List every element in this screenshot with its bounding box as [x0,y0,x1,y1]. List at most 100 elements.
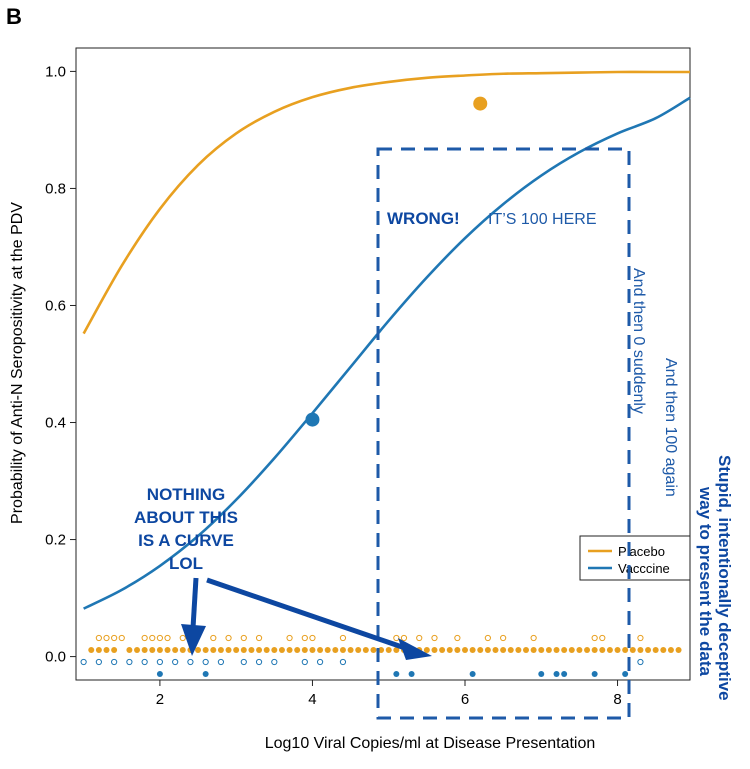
placebo-filled-point [568,647,575,653]
placebo-open-point [301,634,308,642]
placebo-filled-point [309,647,316,653]
vaccine-filled-point [469,671,476,677]
vaccine-filled-point [408,671,415,677]
placebo-filled-point [195,647,202,653]
vaccine-open-point [141,658,148,666]
placebo-open-point [454,634,461,642]
placebo-open-point [141,634,148,642]
placebo-filled-point [317,647,324,653]
vaccine-open-point [339,658,347,666]
placebo-filled-point [324,647,331,653]
placebo-filled-point [370,647,377,653]
placebo-open-point [118,634,125,642]
placebo-open-point [111,634,118,642]
vaccine-open-point [255,658,263,666]
placebo-filled-point [256,647,263,653]
placebo-open-point [156,634,164,642]
placebo-open-point [400,634,408,642]
vaccine-filled-point [538,671,545,677]
annotation-stupid: Stupid, intentionally deceptive way to p… [696,455,734,701]
placebo-filled-point [225,647,232,653]
placebo-filled-point [675,647,682,653]
fitted-curves [82,70,691,610]
arrow-down-head [181,624,206,656]
placebo-filled-point [599,647,606,653]
placebo-filled-point [149,647,156,653]
legend-vaccine-label: Vacccine [618,561,670,576]
placebo-summary-point [473,96,488,111]
vaccine-filled-point [553,671,560,677]
annotation-wrong: WRONG! [387,209,460,228]
vaccine-open-point [637,658,644,666]
placebo-open-point [309,634,316,642]
vaccine-open-point [111,658,118,666]
x-tick-label: 4 [308,691,316,708]
vaccine-open-point [172,658,179,666]
arrow-right-shaft [206,577,406,651]
legend: Placebo Vacccine [579,535,691,581]
placebo-filled-point [378,647,385,653]
vaccine-filled-point [393,671,400,677]
vaccine-open-point [301,658,308,666]
vaccine-filled-point [591,671,598,677]
annotation-nothing-line-1: NOTHING [147,485,225,504]
placebo-filled-point [263,647,270,653]
vaccine-open-point [80,658,87,666]
y-tick-label: 0.2 [45,532,66,549]
annotation-nothing-line-4: LOL [169,554,203,573]
annotation-then-0: And then 0 suddenly [630,268,647,414]
placebo-open-point [591,634,598,642]
placebo-filled-point [126,647,133,653]
placebo-filled-point [660,647,667,653]
placebo-filled-point [606,647,613,653]
placebo-filled-point [95,647,102,653]
placebo-filled-point [439,647,446,653]
placebo-filled-point [141,647,148,653]
placebo-open-point [339,634,347,642]
placebo-filled-point [164,647,171,653]
vaccine-open-point [126,658,133,666]
placebo-filled-point [538,647,545,653]
vaccine-open-point [187,658,194,666]
y-tick-label: 1.0 [45,63,66,80]
placebo-filled-point [332,647,339,653]
placebo-filled-point [629,647,636,653]
placebo-filled-point [446,647,453,653]
x-tick-label: 6 [461,691,469,708]
placebo-filled-point [523,647,530,653]
placebo-filled-point [385,647,392,653]
placebo-open-point [393,634,400,642]
plot-frame [75,47,691,681]
placebo-filled-point [111,647,118,653]
placebo-filled-point [515,647,522,653]
placebo-filled-point [393,647,400,653]
placebo-filled-point [500,647,507,653]
placebo-filled-point [477,647,484,653]
legend-placebo-label: Placebo [618,544,665,559]
placebo-filled-point [454,647,461,653]
legend-box [579,535,691,581]
placebo-filled-point [210,647,217,653]
vaccine-open-point [95,658,102,666]
vaccine-open-point [316,658,324,666]
placebo-filled-point [469,647,476,653]
placebo-open-point [416,634,423,642]
placebo-filled-point [248,647,255,653]
x-axis-title: Log10 Viral Copies/ml at Disease Present… [265,735,596,752]
placebo-filled-point [347,647,354,653]
annotation-then-100: And then 100 again [662,358,679,497]
placebo-filled-point [294,647,301,653]
placebo-filled-point [614,647,621,653]
vaccine-open-point [202,658,209,666]
panel-letter: B [6,4,22,29]
placebo-open-point [103,634,110,642]
vaccine-filled-point [156,671,163,677]
y-axis: 0.0 0.2 0.4 0.6 0.8 1.0 [45,63,76,666]
placebo-filled-point [591,647,598,653]
placebo-filled-point [103,647,110,653]
y-tick-label: 0.8 [45,180,66,197]
y-tick-label: 0.6 [45,297,66,314]
vaccine-curve [83,96,691,610]
placebo-filled-point [507,647,514,653]
